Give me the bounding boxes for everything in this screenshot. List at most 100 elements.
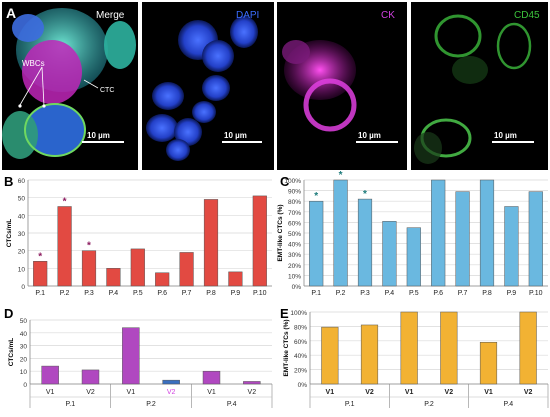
x-tick-label: P.7	[182, 290, 192, 297]
group-label: P.2	[146, 401, 156, 408]
y-tick-label: 80%	[294, 324, 307, 331]
ctc-annotation: CTC	[100, 87, 114, 94]
bar	[106, 268, 121, 287]
panel-label-a: A	[6, 5, 16, 21]
y-tick-label: 30%	[288, 252, 301, 259]
nucleus	[174, 118, 202, 146]
x-tick-label: V1	[484, 389, 493, 396]
cell-merge-wbc-bottom-left	[2, 111, 38, 159]
micrograph-dapi: DAPI 10 µm	[142, 2, 274, 170]
group-label: P.2	[424, 401, 434, 408]
y-tick-label: 0	[21, 284, 25, 291]
bar	[440, 311, 458, 385]
x-tick-label: V2	[524, 389, 533, 396]
channel-label-cd45: CD45	[514, 10, 540, 21]
significance-mark: *	[63, 197, 67, 208]
x-tick-label: P.3	[360, 290, 370, 297]
y-tick-label: 30	[18, 231, 26, 238]
scale-bar-label: 10 µm	[87, 131, 110, 140]
scale-bar-label: 10 µm	[494, 131, 517, 140]
bar	[33, 261, 48, 287]
significance-mark: *	[314, 191, 318, 202]
x-tick-label: V1	[46, 389, 55, 396]
bar	[479, 179, 495, 287]
x-tick-label: P.9	[231, 290, 241, 297]
y-tick-label: 0%	[292, 284, 302, 291]
group-label: P.1	[345, 401, 355, 408]
x-tick-label: P.1	[311, 290, 321, 297]
bar	[519, 311, 537, 385]
bar	[504, 206, 519, 287]
bar	[122, 327, 140, 385]
y-tick-label: 60%	[288, 220, 301, 227]
y-axis-label: CTCs/mL	[8, 338, 15, 367]
nucleus	[152, 82, 184, 110]
bar	[228, 271, 243, 287]
significance-mark: *	[363, 189, 367, 200]
panel-label-e: E	[280, 306, 289, 321]
cd45-membrane	[496, 22, 532, 70]
chart-panel-d: 0 10 20 30 40 50 CTCs/mL V1 V2 V1 V2 V1 V2 P.1 P.2 P.4	[8, 318, 273, 408]
x-tick-label: P.8	[206, 290, 216, 297]
panel-label-c: C	[280, 174, 290, 189]
scale-bar-label: 10 µm	[224, 131, 247, 140]
nucleus	[202, 40, 234, 72]
x-tick-label: P.2	[336, 290, 346, 297]
y-tick-label: 40%	[288, 242, 301, 249]
y-axis-label: EMT-like CTCs (%)	[277, 204, 284, 261]
ck-signal-faint	[282, 40, 310, 64]
micrograph-merge: WBCs CTC A Merge 10 µm	[2, 2, 138, 170]
group-label: P.4	[504, 401, 514, 408]
ck-ring	[303, 78, 357, 132]
bar	[202, 370, 221, 385]
x-tick-label: V2	[248, 389, 257, 396]
bar	[431, 179, 446, 287]
y-tick-label: 100%	[284, 178, 301, 185]
bar	[400, 311, 418, 385]
cd45-faint	[414, 132, 442, 164]
y-axis-label: CTCs/mL	[6, 219, 13, 248]
y-tick-label: 50	[20, 318, 28, 325]
bar	[357, 198, 373, 287]
x-tick-label: P.7	[458, 290, 468, 297]
chart-panel-b: 0 10 20 30 40 50 60 CTCs/mL P.1 * P.2 * P.3 * P.4 P.5 P.…	[6, 178, 272, 297]
x-tick-label: P.5	[133, 290, 143, 297]
y-tick-label: 10%	[288, 273, 301, 280]
x-tick-label: V2	[86, 389, 95, 396]
x-tick-label: P.5	[409, 290, 419, 297]
x-tick-label: P.3	[84, 290, 94, 297]
cell-merge-wbc-left	[12, 14, 44, 42]
y-tick-label: 70%	[288, 210, 301, 217]
y-tick-label: 20%	[288, 263, 301, 270]
channel-label-merge: Merge	[96, 10, 125, 21]
bar	[243, 381, 261, 385]
bar	[455, 191, 470, 287]
chart-panel-c: 0% 10% 20% 30% 40% 50% 60% 70% 80% 90% 100% EMT-lik…	[277, 170, 548, 297]
x-tick-label: P.4	[109, 290, 119, 297]
cell-merge-wbc-membrane	[24, 103, 86, 157]
bar	[479, 341, 498, 385]
x-tick-label: V1	[405, 389, 414, 396]
wbc-pointer-1	[19, 66, 43, 106]
y-tick-label: 0%	[298, 382, 308, 389]
x-tick-label: V2	[365, 389, 374, 396]
x-tick-label: P.6	[157, 290, 167, 297]
scale-bar-label: 10 µm	[358, 131, 381, 140]
y-tick-label: 60%	[294, 339, 307, 346]
x-tick-label: P.10	[253, 290, 267, 297]
nucleus	[202, 75, 230, 101]
channel-label-dapi: DAPI	[236, 10, 259, 21]
y-tick-label: 50%	[288, 231, 301, 238]
bar	[81, 369, 100, 385]
x-tick-label: P.8	[482, 290, 492, 297]
micrograph-cd45: CD45 10 µm	[411, 2, 548, 170]
x-tick-label: P.1	[35, 290, 45, 297]
x-tick-label: P.4	[385, 290, 395, 297]
bar	[130, 248, 145, 287]
y-tick-label: 20%	[294, 368, 307, 375]
y-tick-label: 50	[18, 196, 26, 203]
cell-merge-ck-signal	[22, 40, 82, 104]
y-tick-label: 0	[23, 382, 27, 389]
x-tick-label: V2	[445, 389, 454, 396]
